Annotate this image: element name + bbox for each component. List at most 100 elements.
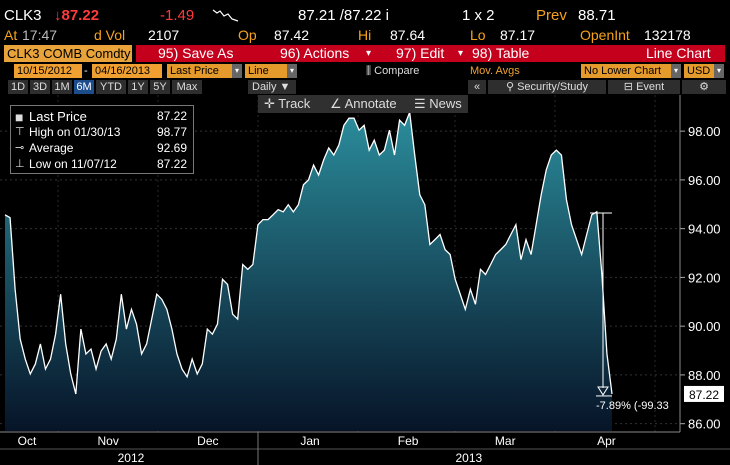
settings-button[interactable]: ⚙ bbox=[682, 80, 726, 94]
last-price: ↓87.22 bbox=[54, 7, 100, 24]
annotate-text: Annotate bbox=[344, 96, 397, 111]
menu-actions[interactable]: 96) Actions bbox=[280, 45, 350, 61]
security-study-text: Security/Study bbox=[517, 81, 589, 93]
legend-icon: ■ bbox=[15, 109, 24, 125]
y-tick-label: 98.00 bbox=[688, 124, 721, 139]
time: 17:47 bbox=[22, 27, 58, 43]
menu-save[interactable]: 95) Save As bbox=[158, 45, 234, 61]
dropdown-arrow: ▾ bbox=[366, 48, 372, 59]
low-label: Lo bbox=[470, 27, 486, 43]
news-text: News bbox=[429, 96, 462, 111]
at-label: At bbox=[4, 27, 18, 43]
legend-label: Low on 11/07/12 bbox=[29, 157, 117, 171]
mini-chart-icon bbox=[212, 9, 239, 22]
legend-label: Average bbox=[29, 141, 74, 155]
x-tick-label: Apr bbox=[597, 434, 616, 448]
ticker: CLK3 bbox=[4, 7, 42, 24]
period-button[interactable]: 1Y bbox=[128, 80, 148, 94]
price-tag-bg bbox=[684, 385, 724, 402]
lower-chart-text: No Lower Chart bbox=[584, 65, 662, 77]
high: 87.64 bbox=[390, 27, 426, 43]
security-field[interactable]: CLK3 COMB Comdty bbox=[4, 45, 132, 62]
collapse-button[interactable]: « bbox=[468, 80, 486, 94]
x-tick-label: Feb bbox=[398, 434, 419, 448]
open: 87.42 bbox=[274, 27, 310, 43]
legend-value: 87.22 bbox=[156, 109, 187, 123]
news-button[interactable]: ☰ News bbox=[414, 96, 462, 111]
dropdown-arrow: ▾ bbox=[714, 64, 724, 78]
year-label: 2013 bbox=[455, 451, 482, 465]
track-text: Track bbox=[278, 96, 311, 111]
legend-value: 92.69 bbox=[156, 141, 187, 155]
y-tick-label: 86.00 bbox=[688, 417, 721, 432]
chart-toolbar: ✛ Track ∠ Annotate ☰ News bbox=[258, 95, 468, 113]
date-dash: - bbox=[84, 65, 88, 77]
legend-label: Last Price bbox=[29, 109, 87, 124]
size: 1 x 2 bbox=[462, 7, 495, 24]
frequency-text: Daily bbox=[252, 81, 277, 93]
period-button[interactable]: 5Y bbox=[150, 80, 170, 94]
change: -1.49 bbox=[160, 7, 195, 24]
x-tick-label: Mar bbox=[495, 434, 516, 448]
y-tick-label: 90.00 bbox=[688, 319, 721, 334]
prev-label: Prev bbox=[536, 7, 567, 24]
dropdown-arrow: ▾ bbox=[671, 64, 681, 78]
y-tick-label: 94.00 bbox=[688, 222, 721, 237]
security-study-button[interactable]: ⚲ Security/Study bbox=[488, 80, 606, 94]
annotate-button[interactable]: ∠ Annotate bbox=[330, 96, 397, 111]
y-tick-label: 92.00 bbox=[688, 270, 721, 285]
event-button[interactable]: ⊟ Event bbox=[608, 80, 680, 94]
low: 87.17 bbox=[500, 27, 536, 43]
period-button[interactable]: YTD bbox=[96, 80, 126, 94]
y-tick-label: 88.00 bbox=[688, 368, 721, 383]
lower-chart-select[interactable]: No Lower Chart ▾ bbox=[581, 64, 681, 78]
currency-text: USD bbox=[687, 65, 711, 77]
year-label: 2012 bbox=[118, 451, 145, 465]
mov-avgs-button[interactable]: Mov. Avgs bbox=[470, 65, 520, 77]
bid-ask: 87.21 /87.22 i bbox=[298, 7, 389, 24]
end-date[interactable]: 04/16/2013 bbox=[92, 64, 162, 78]
dropdown-arrow: ▾ bbox=[458, 48, 464, 59]
style-select[interactable]: Line ▾ bbox=[245, 64, 297, 78]
compare-button[interactable]: ⫼ Compare bbox=[366, 65, 420, 77]
dropdown-arrow: ▾ bbox=[232, 64, 242, 78]
dropdown-arrow: ▾ bbox=[287, 64, 297, 78]
x-tick-label: Dec bbox=[197, 434, 218, 448]
x-tick-label: Jan bbox=[300, 434, 319, 448]
high-label: Hi bbox=[358, 27, 372, 43]
currency-select[interactable]: USD ▾ bbox=[684, 64, 724, 78]
price-line bbox=[4, 112, 613, 395]
menu-bar: 95) Save As 96) Actions ▾ 97) Edit ▾ 98)… bbox=[136, 45, 725, 62]
x-tick-label: Nov bbox=[98, 434, 119, 448]
oi: 132178 bbox=[644, 27, 691, 43]
compare-text: Compare bbox=[374, 65, 420, 77]
menu-edit[interactable]: 97) Edit bbox=[396, 45, 445, 61]
area bbox=[5, 112, 612, 432]
period-button[interactable]: 1D bbox=[8, 80, 28, 94]
field-select[interactable]: Last Price ▾ bbox=[167, 64, 242, 78]
x-tick-label: Oct bbox=[18, 434, 37, 448]
annotation-text: -7.89% (-99.33 bbox=[596, 400, 669, 412]
prev: 88.71 bbox=[578, 7, 616, 24]
period-button[interactable]: 3D bbox=[30, 80, 50, 94]
event-text: Event bbox=[636, 81, 665, 93]
oi-label: OpenInt bbox=[580, 27, 630, 43]
menu-table[interactable]: 98) Table bbox=[472, 45, 530, 61]
period-button[interactable]: Max bbox=[172, 80, 202, 94]
period-button[interactable]: 6M bbox=[74, 80, 94, 94]
vol-label: d Vol bbox=[94, 27, 126, 43]
legend: ■ Last Price 87.22 ⊤ High on 01/30/13 98.77 ⊸ A… bbox=[10, 105, 194, 174]
field-text: Last Price bbox=[170, 65, 219, 77]
legend-value: 87.22 bbox=[156, 157, 187, 171]
frequency-select[interactable]: Daily ▼ bbox=[248, 80, 296, 94]
start-date[interactable]: 10/15/2012 bbox=[14, 64, 82, 78]
legend-icon: ⊥ bbox=[15, 158, 25, 170]
vol: 2107 bbox=[148, 27, 180, 43]
legend-value: 98.77 bbox=[156, 125, 187, 139]
open-label: Op bbox=[238, 27, 257, 43]
period-button[interactable]: 1M bbox=[52, 80, 72, 94]
legend-icon: ⊤ bbox=[15, 126, 25, 138]
track-button[interactable]: ✛ Track bbox=[264, 96, 311, 111]
view-name: Line Chart bbox=[646, 45, 711, 61]
